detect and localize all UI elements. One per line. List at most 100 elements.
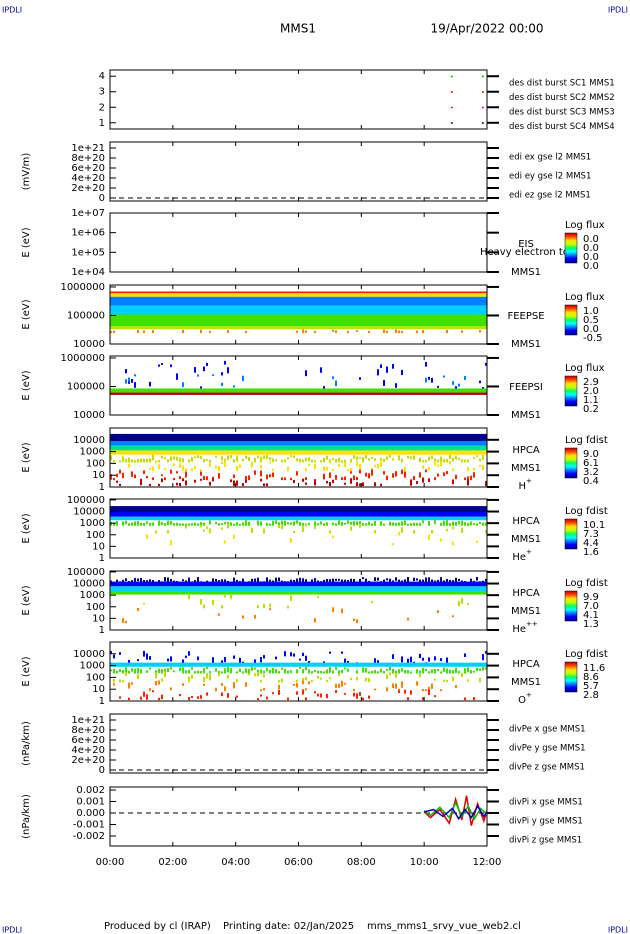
spectrogram-pixel: [422, 657, 424, 661]
spectrogram-pixel: [119, 679, 121, 683]
spectrogram-pixel: [143, 470, 145, 475]
spectrogram-pixel: [422, 579, 424, 584]
spectrogram-pixel: [110, 669, 112, 672]
spectrogram-pixel: [335, 690, 337, 694]
spectrogram-pixel: [386, 366, 388, 373]
legend-label: divPe y gse MMS1: [509, 744, 586, 754]
colorbar: [564, 375, 578, 407]
spectrogram-pixel: [422, 688, 424, 692]
spectrogram-pixel: [224, 458, 226, 463]
y-tick-label: 1000: [80, 447, 105, 458]
spectrogram-pixel: [206, 692, 208, 696]
spectrogram-pixel: [233, 523, 235, 526]
spectrogram-pixel: [257, 520, 259, 526]
spectrogram-pixel: [374, 577, 376, 581]
spectrogram-pixel: [221, 461, 223, 465]
spectrogram-pixel: [371, 523, 373, 526]
spectrogram-pixel: [290, 670, 292, 674]
colorbar-tick-label: 2.8: [583, 690, 599, 701]
corner-label: IPDLI: [2, 926, 22, 934]
spectrogram-pixel: [125, 458, 127, 463]
overlap-label: Heavy electron to: [480, 247, 569, 258]
spectrogram-pixel: [242, 615, 244, 619]
spectrogram-pixel: [125, 379, 127, 384]
spectrogram-pixel: [332, 469, 334, 472]
spectrogram-pixel: [164, 457, 166, 460]
spectrogram-pixel: [257, 698, 259, 701]
y-tick-label: 1000: [80, 590, 105, 601]
colorbar-tick-label: 8.6: [583, 672, 599, 683]
spectrogram-pixel: [314, 618, 316, 623]
spectrogram-pixel: [272, 667, 274, 674]
corner-label: IPDLI: [608, 6, 628, 15]
spectrogram-pixel: [203, 683, 205, 686]
spectrogram-band: [110, 662, 487, 667]
spectrogram-pixel: [185, 468, 187, 472]
spectrogram-pixel: [278, 577, 280, 582]
y-tick-label: 0.000: [76, 808, 105, 819]
spectrogram-pixel: [176, 471, 178, 474]
spectrogram-pixel: [401, 469, 403, 475]
spacecraft-label: MMS1: [511, 410, 541, 421]
spectrogram-pixel: [302, 329, 304, 334]
spectrogram-pixel: [326, 466, 328, 471]
spectrogram-pixel: [245, 480, 247, 483]
spectrogram-pixel: [434, 668, 436, 674]
spectrogram-pixel: [113, 522, 115, 526]
spectrogram-pixel: [203, 522, 205, 526]
spectrogram-pixel: [419, 579, 421, 583]
spectrogram-pixel: [191, 468, 193, 472]
spectrogram-pixel: [380, 483, 382, 487]
spectrogram-pixel: [365, 578, 367, 583]
spectrogram-pixel: [404, 471, 406, 478]
spectrogram-pixel: [359, 578, 361, 584]
spectrogram-pixel: [281, 459, 283, 463]
spectrogram-pixel: [194, 580, 196, 583]
spectrogram-pixel: [176, 522, 178, 526]
spectrogram-pixel: [344, 682, 346, 685]
spectrogram-pixel: [434, 458, 436, 463]
spectrogram-pixel: [359, 523, 361, 528]
spectrogram-pixel: [161, 474, 163, 477]
spectrogram-pixel: [302, 677, 304, 683]
spectrogram-pixel: [323, 473, 325, 480]
spectrogram-pixel: [413, 577, 415, 582]
spectrogram-pixel: [398, 690, 400, 693]
spectrogram-pixel: [395, 672, 397, 678]
spectrogram-pixel: [434, 520, 436, 524]
spectrogram-pixel: [158, 668, 160, 674]
spectrogram-pixel: [425, 377, 427, 383]
spectrogram-pixel: [419, 472, 421, 478]
spectrogram-pixel: [140, 478, 142, 486]
spectrogram-pixel: [482, 667, 484, 671]
spectrogram-pixel: [137, 329, 139, 334]
spectrogram-pixel: [359, 521, 361, 526]
y-tick-label: 1000000: [60, 353, 105, 364]
spectrogram-pixel: [272, 458, 274, 463]
spectrogram-band: [110, 326, 487, 330]
spectrogram-pixel: [452, 526, 454, 530]
spectrogram-pixel: [176, 456, 178, 461]
spectrogram-pixel: [221, 372, 223, 376]
spectrogram-pixel: [167, 658, 169, 662]
spacecraft-label: MMS1: [511, 463, 541, 474]
spectrogram-pixel: [155, 530, 157, 534]
spectrogram-pixel: [314, 525, 316, 530]
spectrogram-pixel: [242, 578, 244, 584]
y-axis-label: (mV/m): [21, 153, 32, 191]
y-tick-label: -0.001: [73, 819, 105, 830]
spectrogram-pixel: [320, 521, 322, 525]
spectrogram-pixel: [407, 670, 409, 674]
spectrogram-pixel: [179, 694, 181, 697]
spectrogram-pixel: [161, 694, 163, 700]
spectrogram-pixel: [200, 471, 202, 476]
spectrogram-pixel: [263, 688, 265, 691]
spectrogram-pixel: [212, 657, 214, 664]
spectrogram-pixel: [467, 602, 469, 606]
spectrogram-pixel: [140, 522, 142, 526]
colorbar-tick-label: 0.0: [583, 234, 599, 245]
spectrogram-pixel: [461, 597, 463, 604]
spectrogram-pixel: [413, 455, 415, 460]
spectrogram-pixel: [401, 656, 403, 663]
spectrogram-pixel: [344, 667, 346, 670]
